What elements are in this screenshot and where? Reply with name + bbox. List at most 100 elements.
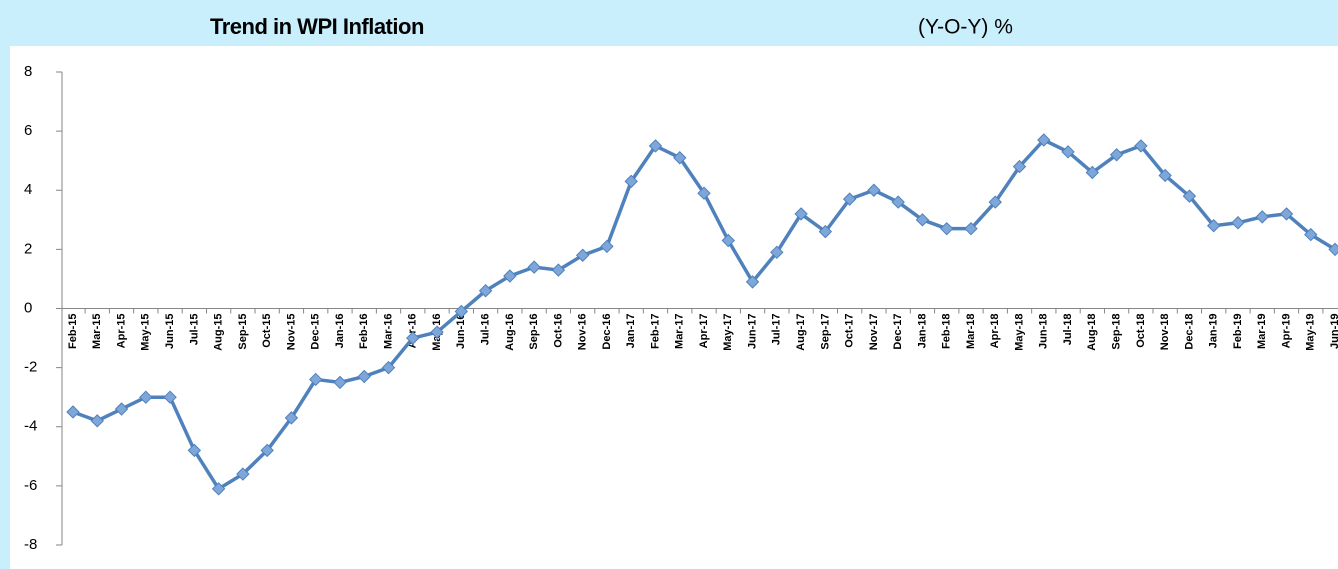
y-tick-label: 4 xyxy=(24,181,32,198)
data-point xyxy=(794,207,808,221)
x-tick-label: Nov-17 xyxy=(868,314,880,351)
y-tick-label: 2 xyxy=(24,240,32,257)
x-tick-label: Feb-16 xyxy=(358,314,370,349)
x-tick-label: Dec-18 xyxy=(1183,314,1195,350)
data-point xyxy=(551,263,566,277)
data-point xyxy=(114,402,129,416)
x-tick-label: Jun-16 xyxy=(455,314,467,349)
y-tick-label: 8 xyxy=(24,63,32,80)
data-point xyxy=(915,213,930,227)
data-point xyxy=(478,284,493,298)
x-tick-label: May-18 xyxy=(1013,314,1025,351)
x-tick-label: Feb-17 xyxy=(649,314,661,349)
data-point xyxy=(1037,133,1051,147)
x-tick-label: Nov-16 xyxy=(577,314,589,351)
y-tick-label: -2 xyxy=(24,359,37,376)
data-point xyxy=(1328,242,1338,257)
y-tick-label: 6 xyxy=(24,122,32,139)
x-tick-label: Sep-15 xyxy=(237,314,249,350)
data-point xyxy=(988,195,1002,209)
x-tick-label: Jul-15 xyxy=(188,314,200,346)
data-point xyxy=(1182,189,1197,203)
x-tick-label: Nov-18 xyxy=(1159,314,1171,351)
x-tick-label: Jun-15 xyxy=(164,314,176,349)
y-tick-label: -4 xyxy=(24,418,37,435)
x-tick-label: Mar-15 xyxy=(91,314,103,349)
x-tick-label: Jul-18 xyxy=(1062,314,1074,346)
data-point xyxy=(770,245,784,260)
x-tick-label: Aug-18 xyxy=(1086,314,1098,351)
data-point xyxy=(527,260,541,274)
data-point xyxy=(964,221,978,236)
data-point xyxy=(260,443,274,458)
data-point xyxy=(139,390,153,404)
x-tick-label: Jun-19 xyxy=(1329,314,1338,349)
data-point xyxy=(406,331,420,345)
x-tick-label: Aug-15 xyxy=(213,314,225,351)
x-tick-label: Apr-17 xyxy=(698,314,710,349)
x-tick-label: Feb-18 xyxy=(941,314,953,349)
x-tick-label: May-19 xyxy=(1305,314,1317,351)
data-point xyxy=(648,139,663,153)
data-point xyxy=(624,174,638,189)
x-tick-label: Mar-19 xyxy=(1256,314,1268,349)
data-point xyxy=(940,221,954,236)
data-point xyxy=(236,467,250,481)
x-tick-label: Feb-15 xyxy=(67,314,79,349)
x-tick-label: Jan-18 xyxy=(916,314,928,349)
data-point xyxy=(745,275,760,289)
data-point xyxy=(66,405,80,419)
data-point xyxy=(308,372,323,387)
x-tick-label: Apr-18 xyxy=(989,314,1001,349)
x-tick-label: Mar-17 xyxy=(674,314,686,349)
x-tick-label: Apr-15 xyxy=(115,314,127,349)
chart-subtitle: (Y-O-Y) % xyxy=(918,16,1013,39)
x-tick-label: Oct-16 xyxy=(552,314,564,348)
x-tick-label: Mar-18 xyxy=(965,314,977,349)
data-point xyxy=(1085,165,1100,180)
y-tick-label: 0 xyxy=(24,299,32,316)
data-point xyxy=(187,443,202,458)
data-point xyxy=(1231,216,1245,230)
x-tick-label: Oct-15 xyxy=(261,314,273,348)
data-point xyxy=(503,269,517,283)
data-point xyxy=(1206,219,1221,233)
y-tick-label: -6 xyxy=(24,477,37,494)
x-tick-label: Oct-18 xyxy=(1135,314,1147,348)
data-point xyxy=(1255,210,1269,224)
chart-title: Trend in WPI Inflation xyxy=(210,14,424,39)
x-tick-label: Jan-19 xyxy=(1208,314,1220,349)
x-tick-label: Aug-17 xyxy=(795,314,807,351)
data-point xyxy=(381,360,396,375)
data-point xyxy=(1304,227,1318,242)
x-tick-label: May-17 xyxy=(722,314,734,351)
data-point xyxy=(1012,159,1027,174)
x-tick-label: Dec-16 xyxy=(601,314,613,350)
plot-background xyxy=(10,46,1338,569)
data-point xyxy=(284,411,299,425)
data-point xyxy=(721,233,735,248)
data-point xyxy=(430,325,444,339)
data-point xyxy=(867,183,881,197)
data-point xyxy=(818,224,833,239)
data-point xyxy=(891,195,905,209)
data-point xyxy=(1158,168,1172,183)
x-tick-label: Jul-17 xyxy=(771,314,783,346)
x-tick-label: Sep-16 xyxy=(528,314,540,350)
data-point xyxy=(697,186,711,200)
x-tick-label: Jan-16 xyxy=(334,314,346,349)
data-point xyxy=(673,151,687,165)
data-point xyxy=(90,414,104,428)
x-tick-label: Aug-16 xyxy=(504,314,516,351)
x-tick-label: Nov-15 xyxy=(285,314,297,351)
x-tick-label: Mar-16 xyxy=(382,314,394,349)
x-tick-label: Dec-17 xyxy=(892,314,904,350)
x-tick-label: Jan-17 xyxy=(625,314,637,349)
data-point xyxy=(1279,207,1294,221)
data-point xyxy=(842,192,857,206)
data-point xyxy=(211,482,226,496)
x-tick-label: Apr-19 xyxy=(1280,314,1292,349)
x-tick-label: Jul-16 xyxy=(479,314,491,346)
